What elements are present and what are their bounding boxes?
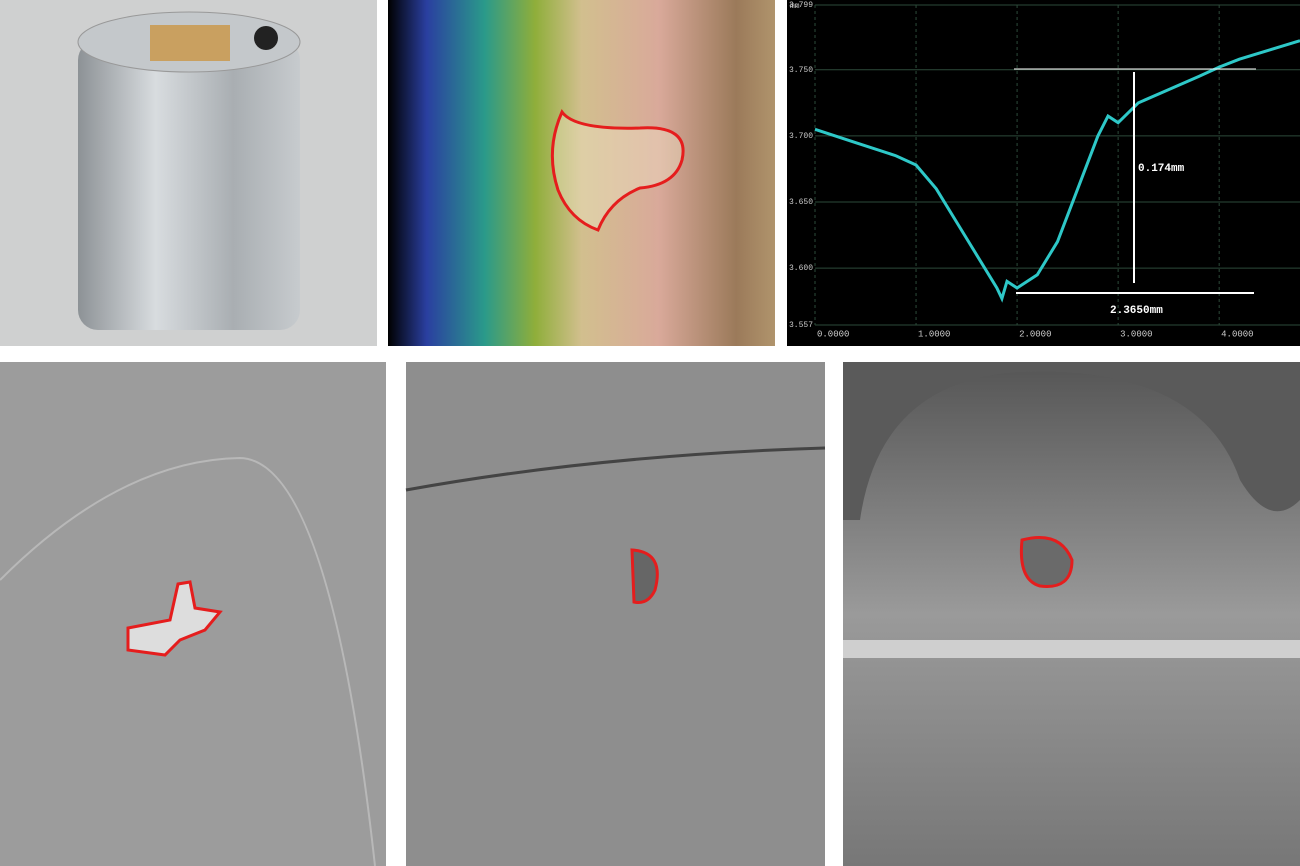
- vent: [254, 26, 278, 50]
- defect-outline: [1019, 536, 1074, 588]
- terminal: [150, 25, 230, 61]
- shadow: [843, 362, 1300, 520]
- can-body: [78, 40, 300, 330]
- scratch: [405, 446, 826, 492]
- x-tick-label: 3.0000: [1120, 329, 1152, 339]
- weld-seam: [843, 640, 1300, 658]
- annotation: 0.174mm: [1138, 163, 1185, 175]
- profile-line: [814, 39, 1300, 303]
- y-tick-label: 3.799: [789, 1, 813, 10]
- y-tick-label: 3.700: [789, 132, 813, 141]
- chart: 3.557 3.600 3.650 3.700 3.750 3.799 0.0000 1.00…: [789, 1, 1300, 339]
- defect-outline: [126, 580, 223, 657]
- x-tick-label: 4.0000: [1221, 329, 1253, 339]
- x-tick-label: 0.0000: [817, 329, 849, 339]
- y-tick-label: 3.750: [789, 66, 813, 75]
- annotation: 2.3650mm: [1110, 305, 1163, 317]
- micrograph: [406, 362, 825, 866]
- defect-outline: [550, 109, 685, 232]
- y-tick-label: 3.650: [789, 198, 813, 207]
- texture: [0, 456, 376, 866]
- x-tick-label: 2.0000: [1019, 329, 1051, 339]
- chart-bg: [787, 0, 1300, 346]
- defect-outline: [630, 548, 659, 604]
- y-axis-label: mm: [790, 2, 800, 11]
- y-tick-label: 3.600: [789, 264, 813, 273]
- x-tick-label: 1.0000: [918, 329, 950, 339]
- y-tick-label: 3.557: [789, 321, 813, 330]
- heatmap: [388, 0, 775, 346]
